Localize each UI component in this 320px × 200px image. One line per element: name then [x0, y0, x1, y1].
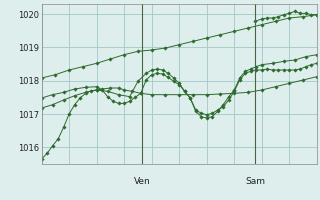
Text: Sam: Sam: [245, 177, 265, 186]
Text: Ven: Ven: [134, 177, 150, 186]
Text: Pression niveau de la mer( hPa ): Pression niveau de la mer( hPa ): [100, 199, 258, 200]
